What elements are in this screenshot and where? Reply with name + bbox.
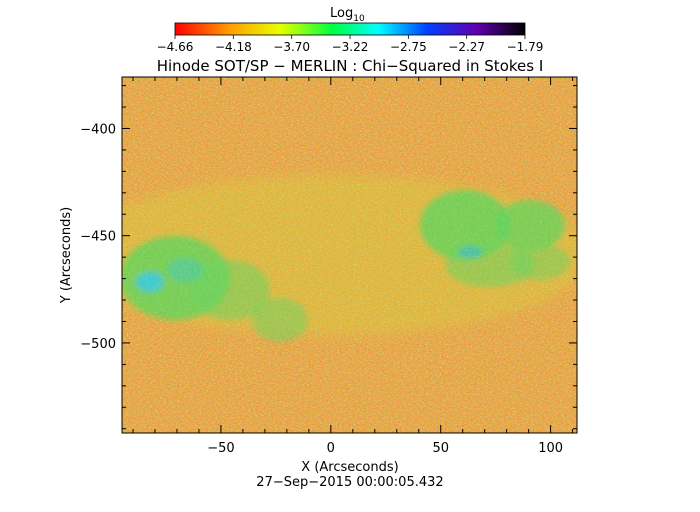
plot-frame (121, 76, 578, 434)
x-tick-label: 100 (538, 441, 563, 456)
colorbar-tick-label: −1.79 (507, 40, 544, 54)
colorbar-tick-label: −3.22 (332, 40, 369, 54)
colorbar-label: Log10 (330, 6, 365, 24)
colorbar-ticks: −4.66 −4.18 −3.70 −3.22 −2.75 −2.27 −1.79 (157, 35, 544, 54)
x-tick-label: −50 (207, 441, 234, 456)
x-tick-label: 50 (432, 441, 449, 456)
colorbar-tick-label: −4.66 (157, 40, 194, 54)
colorbar-tick-label: −2.27 (448, 40, 485, 54)
x-tick-label: 0 (327, 441, 335, 456)
colorbar (174, 22, 526, 36)
y-axis-label: Y (Arcseconds) (59, 207, 74, 304)
y-axis: −400 −450 −500 (80, 85, 577, 430)
y-tick-label: −450 (80, 230, 116, 245)
colorbar-tick-label: −2.75 (390, 40, 427, 54)
x-axis: −50 0 50 100 (132, 77, 574, 456)
x-axis-label: X (Arcseconds) (301, 460, 398, 475)
colorbar-tick-label: −4.18 (215, 40, 252, 54)
timestamp: 27−Sep−2015 00:00:05.432 (256, 475, 443, 490)
y-tick-label: −400 (80, 122, 116, 137)
chart-title: Hinode SOT/SP − MERLIN : Chi−Squared in … (157, 57, 544, 75)
colorbar-tick-label: −3.70 (273, 40, 310, 54)
heatmap (122, 77, 577, 433)
y-tick-label: −500 (80, 337, 116, 352)
